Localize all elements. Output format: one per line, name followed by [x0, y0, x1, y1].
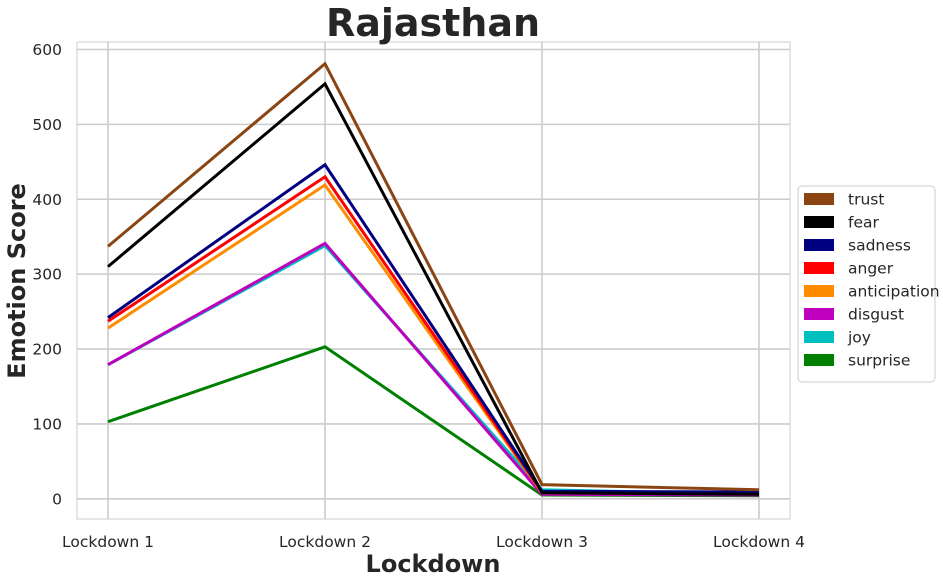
legend-label-trust: trust [848, 191, 884, 209]
grid-lines [77, 42, 790, 519]
chart-title: Rajasthan [326, 1, 540, 45]
legend-swatch-anticipation [804, 285, 834, 297]
y-tick-label: 0 [52, 490, 62, 508]
legend-swatch-disgust [804, 308, 834, 320]
y-tick-label: 600 [32, 41, 62, 59]
legend-label-anticipation: anticipation [848, 283, 940, 301]
legend-label-sadness: sadness [848, 237, 911, 255]
series-line-sadness [107, 162, 760, 494]
legend-swatch-joy [804, 331, 834, 343]
legend-swatch-sadness [804, 239, 834, 251]
series-line-trust [107, 61, 760, 492]
y-tick-label: 500 [32, 116, 62, 134]
legend-swatch-surprise [804, 354, 834, 366]
legend-swatch-trust [804, 193, 834, 205]
x-tick-label: Lockdown 2 [279, 533, 371, 551]
y-tick-label: 300 [32, 266, 62, 284]
y-tick-label: 200 [32, 341, 62, 359]
x-tick-label: Lockdown 4 [713, 533, 805, 551]
y-axis-title: Emotion Score [3, 183, 31, 379]
legend-label-anger: anger [848, 260, 894, 278]
y-tick-label: 100 [32, 415, 62, 433]
legend-label-surprise: surprise [848, 352, 910, 370]
legend-label-fear: fear [848, 214, 879, 232]
legend-label-disgust: disgust [848, 306, 904, 324]
x-tick-label: Lockdown 1 [62, 533, 154, 551]
x-tick-label: Lockdown 3 [496, 533, 588, 551]
series-lines [107, 61, 760, 498]
x-axis-title: Lockdown [366, 550, 501, 578]
legend: trust fear sadness anger anticipation disgust… [797, 185, 940, 383]
legend-swatch-fear [804, 216, 834, 228]
legend-swatch-anger [804, 262, 834, 274]
legend-label-joy: joy [847, 329, 871, 347]
y-tick-label: 400 [32, 191, 62, 209]
series-line-fear [107, 81, 760, 496]
tick-labels: 0 100 200 300 400 500 600 Lockdown 1 Lockdown 2 L… [32, 41, 805, 551]
plot-area [76, 41, 791, 520]
